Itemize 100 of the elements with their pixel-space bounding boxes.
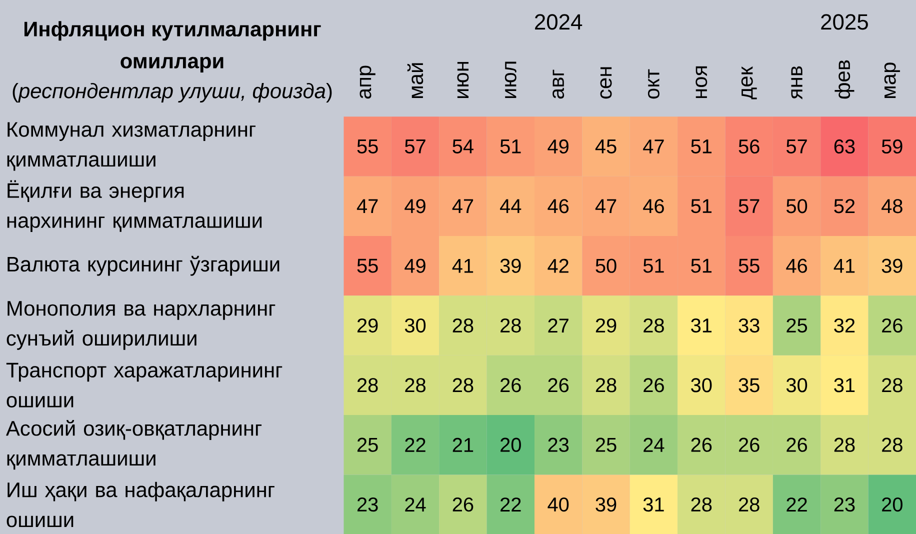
data-label: 39 [596,497,616,512]
data-label: 55 [738,258,760,273]
data-label: 51 [691,258,712,273]
text: 2024 [535,14,582,30]
data-label: 47 [643,139,664,154]
data-label: 28 [882,438,902,452]
x-tick-label: май [407,63,424,98]
data-label: 25 [357,438,378,452]
data-label: 28 [596,378,616,392]
x-tick-label: апр [360,66,376,98]
data-label: 39 [500,258,521,273]
data-label: 41 [452,258,474,273]
data-label: 45 [595,139,616,154]
data-label: 55 [357,139,378,154]
data-label: 39 [882,258,902,273]
data-label: 41 [834,258,855,273]
data-label: 47 [595,199,616,213]
data-label: 32 [834,318,855,332]
data-label: 49 [404,258,426,273]
data-label: 22 [500,497,521,512]
y-tick-label: Валюта курсининг ўзгариши [8,256,280,276]
x-tick-label: дек [741,66,757,100]
data-label: 35 [738,378,760,392]
data-label: 47 [452,199,474,213]
x-tick-label: ноя [696,66,708,98]
data-label: 51 [691,199,712,213]
data-label: 57 [786,139,807,154]
data-label: 59 [882,139,902,154]
x-tick-label: июл [504,62,516,98]
x-tick-label: янв [791,66,802,100]
data-label: 23 [548,438,569,452]
data-label: 28 [405,378,426,392]
data-label: 30 [786,378,808,392]
data-label: 31 [834,378,855,392]
data-label: 26 [452,497,474,512]
data-label: 26 [644,378,664,392]
data-label: 26 [882,318,902,332]
data-label: 47 [356,199,378,213]
x-tick-label: июн [457,62,469,98]
data-label: 28 [452,378,474,392]
data-label: 25 [786,318,808,332]
y-tick-label: Монополия ва нархларнинг сунъий оширилиши [6,300,276,350]
data-label: 31 [643,497,664,512]
data-label: 48 [882,198,902,214]
data-label: 22 [405,438,426,452]
data-label: 20 [500,438,521,452]
data-label: 26 [739,438,760,452]
y-tick-label: Транспорт харажатларининг ошиши [6,362,282,408]
data-label: 24 [644,438,664,452]
text: (респондентлар улуши, фоизда) [12,82,332,102]
data-label: 22 [786,497,807,512]
data-label: 28 [691,497,712,512]
data-label: 42 [548,258,568,273]
data-label: 30 [404,318,426,332]
x-tick-label: фев [834,60,854,98]
data-label: 44 [500,199,522,213]
data-label: 28 [739,497,760,512]
data-label: 29 [357,318,378,332]
data-label: 46 [786,258,807,273]
text: 2025 [821,14,868,30]
y-tick-label: Асосий озиқ-овқатларнинг қимматлашиши [6,420,262,470]
data-label: 49 [548,139,568,154]
data-label: 28 [882,378,902,392]
data-label: 52 [834,198,855,214]
data-label: 21 [452,438,474,452]
data-label: 31 [691,318,712,332]
data-label: 28 [357,378,378,392]
data-label: 28 [644,318,664,332]
x-tick-label: сен [600,67,612,98]
data-label: 51 [643,258,664,273]
data-label: 57 [738,199,760,213]
data-label: 40 [548,497,569,512]
data-label: 54 [452,139,474,154]
y-tick-label: Коммунал хизматларнинг қимматлашиши [7,122,256,171]
data-label: 23 [834,497,855,512]
data-label: 28 [452,318,474,332]
y-tick-label: Ёқилғи ва энергия нархининг қимматлашиши [7,180,262,232]
data-label: 23 [357,497,378,512]
data-label: 63 [834,139,855,154]
data-label: 46 [548,198,569,214]
data-label: 20 [882,497,902,512]
y-tick-label: Иш ҳақи ва нафақаларнинг ошиши [6,482,274,527]
data-label: 46 [643,198,664,214]
data-label: 55 [357,258,378,273]
data-label: 25 [596,438,616,452]
data-label: 50 [596,258,616,273]
data-label: 26 [691,438,712,452]
data-label: 49 [404,198,426,214]
data-label: 24 [405,497,426,512]
data-label: 28 [500,318,521,332]
x-tick-label: окт [648,69,660,98]
text: Инфляцион кутилмаларнинг омиллари [24,20,321,72]
data-label: 27 [548,318,568,332]
data-label: 50 [786,198,808,214]
data-label: 26 [500,378,521,392]
data-label: 56 [738,139,760,154]
data-label: 51 [691,139,712,154]
data-label: 57 [404,139,426,154]
data-label: 28 [834,438,855,452]
x-tick-label: мар [884,62,900,98]
